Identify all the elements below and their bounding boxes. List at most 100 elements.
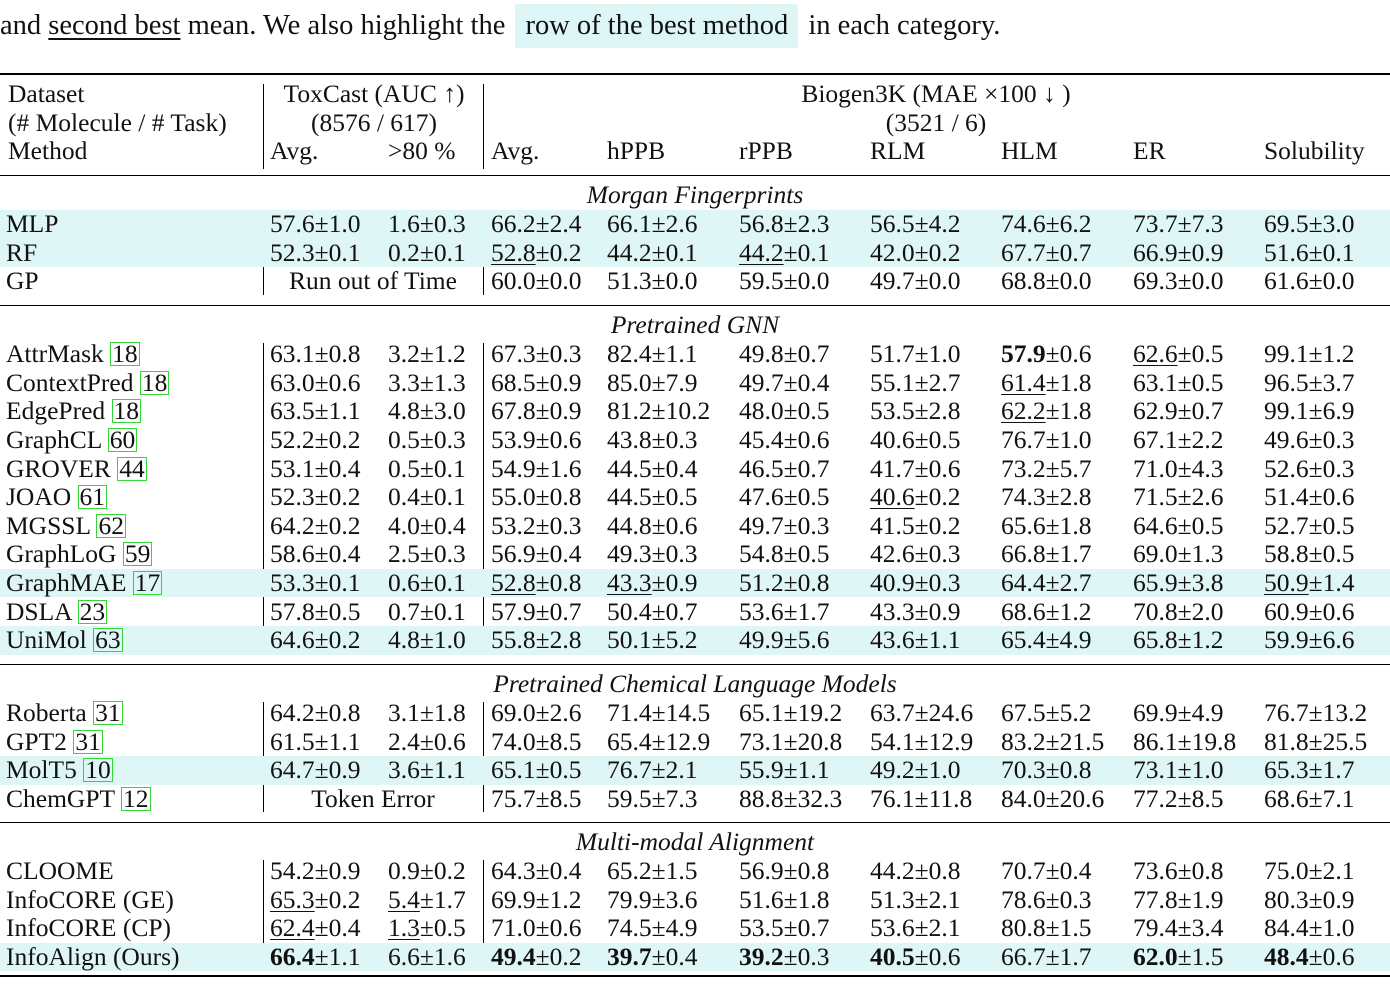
metric-std: ±1.1 (314, 396, 361, 426)
metric-std: ±1.7 (419, 884, 466, 914)
metric-mean: 56.9 (491, 539, 536, 569)
metric-mean: 53.6 (739, 596, 784, 626)
citation-link[interactable]: 18 (111, 396, 142, 426)
metric-mean: 55.1 (870, 367, 915, 397)
metric-mean: 77.8 (1133, 884, 1178, 914)
method-label: GraphMAE (6, 567, 133, 597)
metric-cell: 70.8±2.0 (1133, 596, 1224, 627)
metric-cell: 43.3±0.9 (607, 568, 698, 598)
citation-link[interactable]: 31 (73, 726, 103, 756)
citation-link[interactable]: 60 (107, 424, 138, 454)
metric-cell: 80.8±1.5 (1001, 913, 1092, 943)
metric-std: ±3.8 (1177, 567, 1224, 597)
metric-std: ±0.5 (1177, 339, 1224, 369)
metric-std: ±2.4 (535, 209, 582, 239)
metric-std: ±0.9 (535, 396, 582, 426)
metric-mean: 52.8 (491, 237, 536, 267)
metric-std: ±0.7 (535, 596, 582, 626)
metric-cell: 79.9±3.6 (607, 885, 698, 915)
citation-link[interactable]: 62 (96, 510, 126, 540)
metric-std: ±3.7 (1308, 367, 1355, 397)
metric-cell: 64.7±0.9 (270, 755, 361, 785)
metric-mean: 66.8 (1001, 539, 1046, 569)
metric-mean: 68.6 (1001, 596, 1046, 626)
column-divider (263, 860, 265, 971)
metric-cell: 82.4±1.1 (607, 339, 698, 369)
metric-mean: 0.2 (388, 237, 420, 267)
citation-link[interactable]: 23 (77, 596, 108, 626)
metric-mean: 0.9 (388, 856, 420, 886)
metric-mean: 81.8 (1264, 726, 1309, 756)
metric-std: ±0.0 (535, 266, 582, 296)
metric-mean: 2.4 (388, 726, 420, 756)
metric-cell: 69.0±1.3 (1133, 539, 1224, 569)
metric-std: ±8.5 (1177, 783, 1224, 813)
metric-cell: 0.7±0.1 (388, 597, 466, 627)
metric-cell: 66.1±2.6 (607, 209, 698, 239)
metric-mean: 49.6 (1264, 424, 1309, 454)
citation-link[interactable]: 59 (122, 539, 153, 569)
metric-cell: 48.0±0.5 (739, 396, 830, 426)
citation-link[interactable]: 18 (139, 367, 170, 397)
metric-cell: 52.3±0.1 (270, 238, 361, 268)
metric-std: ±1.2 (1177, 625, 1224, 655)
method-label: ContextPred (6, 367, 140, 397)
metric-mean: 49.4 (491, 941, 536, 971)
metric-cell: 73.1±20.8 (739, 727, 842, 757)
metric-mean: 54.8 (739, 539, 784, 569)
metric-mean: 62.6 (1133, 339, 1178, 369)
metric-cell: 56.5±4.2 (870, 209, 961, 239)
metric-mean: 65.4 (1001, 625, 1046, 655)
metric-std: ±0.9 (535, 367, 582, 397)
table-row: DSLA 23 57.8±0.5 0.7±0.1 57.9±0.7 50.4±0.7 53… (0, 596, 1390, 627)
citation-link[interactable]: 63 (93, 625, 123, 655)
metric-cell: 61.6±0.0 (1264, 266, 1355, 296)
header-toxcast-title: ToxCast (AUC ↑) (283, 79, 465, 108)
metric-mean: 1.3 (388, 913, 420, 943)
metric-std: ±3.0 (419, 396, 466, 426)
metric-std: ±0.6 (914, 941, 961, 971)
metric-mean: 41.5 (870, 510, 915, 540)
metric-cell: 0.6±0.1 (388, 568, 466, 598)
metric-std: ±0.4 (314, 913, 361, 943)
metric-cell: 63.0±0.6 (270, 368, 361, 398)
metric-std: ±0.8 (314, 339, 361, 369)
metric-std: ±1.0 (914, 339, 961, 369)
metric-std: ±0.2 (535, 941, 582, 971)
metric-std: ±0.4 (535, 539, 582, 569)
metric-cell: 59.5±0.0 (739, 266, 830, 296)
metric-std: ±0.8 (1045, 755, 1092, 785)
citation-link[interactable]: 18 (110, 339, 140, 369)
column-header: >80 % (388, 136, 456, 165)
metric-mean: 61.5 (270, 726, 315, 756)
metric-cell: 49.7±0.3 (739, 511, 830, 541)
metric-cell: 77.2±8.5 (1133, 783, 1224, 814)
citation-link[interactable]: 31 (93, 698, 123, 728)
metric-cell: 74.6±6.2 (1001, 209, 1092, 239)
table-row: ChemGPT 12 Token Error 75.7±8.5 59.5±7.3 88.… (0, 783, 1390, 814)
metric-cell: 53.2±0.3 (491, 511, 582, 541)
metric-mean: 49.7 (739, 367, 784, 397)
metric-mean: 77.2 (1133, 783, 1178, 813)
metric-mean: 6.6 (388, 941, 420, 971)
metric-mean: 85.0 (607, 367, 652, 397)
metric-cell: 84.0±20.6 (1001, 784, 1104, 814)
metric-cell: 53.9±0.6 (491, 425, 582, 455)
metric-std: ±0.5 (914, 424, 961, 454)
metric-cell: 67.5±5.2 (1001, 698, 1092, 728)
metric-cell: 68.5±0.9 (491, 367, 582, 398)
caption-part3: in each category. (801, 10, 1001, 41)
metric-mean: 52.6 (1264, 453, 1309, 483)
metric-mean: 96.5 (1264, 367, 1309, 397)
metric-cell: 52.6±0.3 (1264, 453, 1355, 484)
citation-link[interactable]: 61 (77, 482, 108, 512)
citation-link[interactable]: 44 (117, 453, 147, 483)
column-divider (483, 343, 485, 654)
metric-cell: 65.3±1.7 (1264, 755, 1355, 785)
metric-cell: 55.9±1.1 (739, 755, 830, 785)
citation-link[interactable]: 17 (132, 567, 163, 597)
citation-link[interactable]: 12 (121, 783, 151, 813)
citation-link[interactable]: 10 (83, 755, 113, 785)
metric-mean: 70.8 (1133, 596, 1178, 626)
metric-cell: 49.9±5.6 (739, 625, 830, 655)
